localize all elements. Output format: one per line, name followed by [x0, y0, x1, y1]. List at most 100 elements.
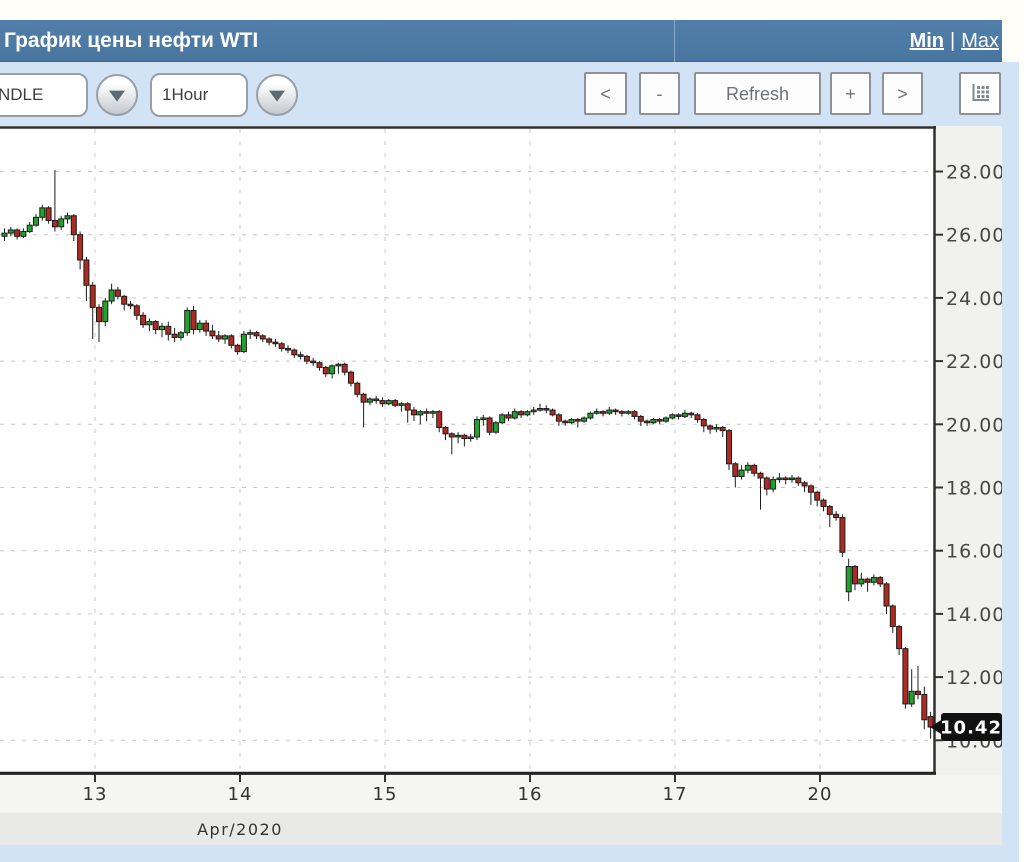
- candle-down: [795, 477, 802, 484]
- price-chart[interactable]: 28.00 26.00 24.00 22.00 20.00 18.00 16.00 14.00…: [0, 126, 1004, 845]
- candle-down: [127, 303, 134, 307]
- candle-down: [688, 412, 695, 416]
- min-link[interactable]: Min: [909, 30, 944, 52]
- zoom-in-button[interactable]: +: [830, 72, 871, 115]
- candle-up: [222, 335, 228, 340]
- candle-up: [7, 229, 14, 234]
- candle-down: [165, 325, 172, 335]
- candle-up: [870, 577, 877, 583]
- interval-dropdown-button[interactable]: [256, 74, 298, 116]
- candle-up: [858, 578, 865, 585]
- candle-up: [480, 417, 487, 421]
- candle-down: [259, 335, 266, 340]
- candle-down: [461, 434, 468, 440]
- candle-down: [404, 403, 411, 411]
- y-tick-label: 12.00: [946, 667, 1002, 689]
- x-tick-label: 20: [808, 784, 833, 805]
- x-tick-label: 14: [228, 784, 253, 805]
- plot-background: [0, 126, 936, 775]
- scroll-right-button[interactable]: >: [882, 72, 923, 115]
- chart-type-select[interactable]: NDLE: [0, 73, 88, 117]
- chevron-down-icon: [269, 90, 285, 102]
- candle-down: [310, 360, 317, 364]
- interval-select[interactable]: 1Hour: [150, 73, 248, 117]
- candle-down: [96, 306, 102, 323]
- last-price-label: 10.42: [940, 718, 1002, 739]
- page-title: График цены нефти WTI: [4, 29, 259, 52]
- candle-up: [770, 479, 777, 490]
- data-table-button[interactable]: [959, 72, 1001, 115]
- y-tick-label: 20.00: [946, 414, 1002, 436]
- last-price-tag-arrow: [930, 719, 942, 735]
- candle-up: [64, 215, 71, 220]
- candle-up: [568, 419, 575, 424]
- candle-down: [889, 605, 896, 628]
- candle-up: [108, 289, 115, 302]
- x-tick-label: 16: [518, 784, 543, 805]
- title-bar-seam: [674, 20, 675, 62]
- candle-down: [839, 517, 846, 553]
- candle-down: [411, 409, 417, 416]
- candle-down: [675, 414, 682, 417]
- candle-down: [436, 411, 443, 428]
- candle-down: [505, 414, 512, 419]
- candle-down: [883, 583, 890, 607]
- candle-up: [776, 477, 783, 481]
- candle-up: [845, 566, 852, 593]
- candle-down: [121, 295, 128, 305]
- candle-up: [663, 417, 669, 422]
- candle-down: [852, 566, 858, 585]
- candle-up: [385, 400, 392, 405]
- candle-up: [606, 409, 613, 414]
- candle-down: [833, 513, 840, 519]
- candle-up: [669, 414, 676, 419]
- candle-down: [278, 343, 285, 349]
- chart-type-dropdown-button[interactable]: [96, 74, 138, 116]
- candle-down: [272, 341, 279, 345]
- candle-up: [366, 398, 373, 403]
- candle-up: [625, 411, 632, 414]
- candle-up: [329, 365, 336, 375]
- candle-up: [177, 332, 184, 338]
- candle-down: [801, 482, 808, 487]
- max-link[interactable]: Max: [961, 30, 999, 52]
- candlestick-chart-canvas[interactable]: 28.00 26.00 24.00 22.00 20.00 18.00 16.00 14.00…: [0, 126, 1004, 845]
- minmax-separator: |: [950, 30, 956, 52]
- candle-up: [247, 332, 254, 335]
- candle-up: [587, 412, 594, 419]
- candle-down: [392, 400, 399, 406]
- y-tick-label: 24.00: [946, 288, 1002, 310]
- candle-up: [20, 231, 27, 237]
- candle-down: [140, 314, 147, 326]
- candle-down: [555, 414, 562, 422]
- candle-down: [763, 477, 770, 490]
- candle-down: [486, 417, 493, 433]
- chevron-down-icon: [109, 90, 125, 102]
- candle-down: [373, 398, 380, 402]
- candle-down: [285, 347, 291, 351]
- candle-down: [864, 578, 871, 583]
- data-table-icon: [972, 84, 989, 101]
- candle-down: [203, 322, 210, 332]
- candle-down: [757, 472, 764, 479]
- candle-down: [228, 335, 235, 346]
- candle-up: [102, 300, 109, 323]
- candle-up: [240, 333, 247, 353]
- candle-down: [820, 499, 827, 507]
- candle-down: [656, 419, 663, 422]
- scroll-left-button[interactable]: <: [584, 72, 627, 115]
- candle-down: [360, 393, 367, 403]
- x-axis-band: [0, 775, 1002, 813]
- candle-up: [530, 409, 537, 413]
- candle-down: [152, 321, 159, 331]
- candle-up: [39, 207, 46, 218]
- candle-up: [26, 224, 33, 233]
- refresh-button[interactable]: Refresh: [694, 72, 821, 115]
- candle-down: [877, 577, 884, 585]
- candle-down: [612, 409, 619, 413]
- y-tick-label: 14.00: [946, 604, 1002, 626]
- candle-down: [518, 411, 525, 416]
- candle-down: [253, 332, 260, 337]
- zoom-out-button[interactable]: -: [639, 72, 680, 115]
- candle-down: [379, 400, 386, 405]
